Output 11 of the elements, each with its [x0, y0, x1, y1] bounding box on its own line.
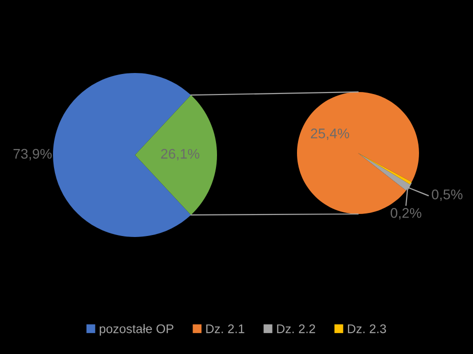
pie-slice	[135, 95, 217, 215]
legend-label: Dz. 2.2	[277, 324, 316, 334]
data-label: 73,9%	[14, 148, 52, 160]
data-label: 0,2%	[390, 208, 422, 220]
legend-label: Dz. 2.1	[206, 324, 244, 334]
legend-label: pozostałe OP	[100, 324, 174, 336]
data-label: 0,5%	[432, 189, 462, 201]
legend-label: Dz. 2.3	[348, 324, 386, 334]
data-label: 26,1%	[161, 148, 200, 160]
pie-slice	[358, 153, 412, 185]
data-label: 25,4%	[310, 128, 350, 140]
